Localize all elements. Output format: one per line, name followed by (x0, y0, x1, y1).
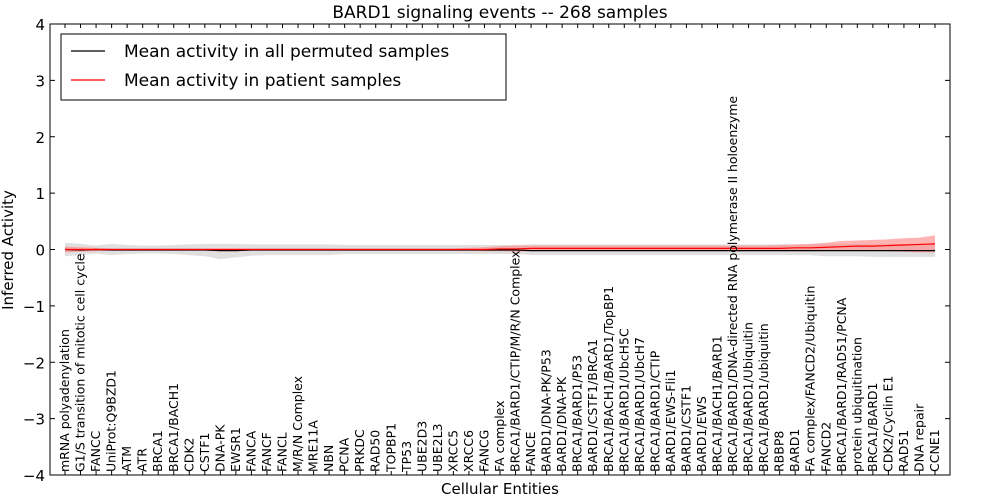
y-axis-label: Inferred Activity (0, 190, 17, 310)
x-tick-label: BARD1/EWS (694, 396, 709, 472)
x-tick-label: BARD1/EWS-Fli1 (663, 370, 678, 472)
x-tick-label: TP53 (399, 441, 414, 473)
x-tick-label: DNA repair (911, 403, 926, 472)
y-tick-label: 2 (35, 129, 45, 147)
x-tick-label: protein ubiquitination (849, 337, 864, 472)
y-tick-label: −4 (23, 467, 45, 485)
x-tick-label: BRCA1/BARD1/UbcH7 (632, 337, 647, 472)
x-tick-label: G1/S transition of mitotic cell cycle (73, 253, 88, 472)
chart-title: BARD1 signaling events -- 268 samples (332, 3, 667, 23)
x-tick-label: BRCA1/BARD1/Ubiquitin (741, 322, 756, 472)
x-tick-label: BARD1/DNA-PK (554, 376, 569, 472)
y-tick-label: −2 (23, 354, 45, 372)
x-tick-label: XRCC5 (445, 430, 460, 472)
x-tick-label: BRCA1/BARD1/ubiquitin (756, 323, 771, 472)
y-tick-label: 4 (35, 16, 45, 34)
x-tick-label: BRCA1/BACH1/BARD1 (710, 335, 725, 472)
x-tick-label: UBE2D3 (414, 421, 429, 472)
x-tick-label: BRCA1/BARD1/CTIP (647, 350, 662, 472)
x-tick-label: FANCC (88, 430, 103, 472)
x-tick-label: MRE11A (306, 420, 321, 472)
x-tick-label: BARD1 (787, 429, 802, 472)
x-tick-label: CSTF1 (197, 433, 212, 472)
x-tick-label: ATR (135, 448, 150, 472)
x-tick-label: PRKDC (352, 429, 367, 472)
x-tick-label: FANCL (275, 432, 290, 472)
legend-label-patient: Mean activity in patient samples (124, 71, 401, 91)
x-tick-label: M/R/N Complex (290, 376, 305, 472)
x-tick-label: UBE2L3 (430, 424, 445, 473)
x-tick-label: FA complex (492, 400, 507, 472)
y-tick-label: 0 (35, 242, 45, 260)
y-tick-label: 1 (35, 185, 45, 203)
x-tick-label: BRCA1/BARD1 (865, 383, 880, 472)
legend-label-permuted: Mean activity in all permuted samples (124, 42, 449, 62)
x-tick-label: UniProt:Q9BZD1 (104, 370, 119, 472)
y-axis: −4 −3 −2 −1 0 1 2 3 4 (23, 16, 950, 485)
x-tick-label: FANCA (243, 430, 258, 472)
x-tick-label: BRCA1/BACH1 (166, 383, 181, 472)
x-tick-label: EWSR1 (228, 427, 243, 472)
y-tick-label: −3 (23, 411, 45, 429)
x-tick-label: BRCA1/BARD1/P53 (570, 355, 585, 472)
series-line-0 (64, 248, 935, 252)
x-tick-label: RAD51 (896, 430, 911, 472)
series-line-1 (65, 243, 936, 251)
x-tick-label: FANCD2 (818, 422, 833, 472)
x-tick-label: CDK2 (181, 437, 196, 472)
x-tick-label: RBBP8 (772, 431, 787, 472)
x-tick-label: TOPBP1 (383, 423, 398, 473)
x-tick-label: mRNA polyadenylation (57, 329, 72, 472)
x-tick-label: BRCA1/BARD1/RAD51/PCNA (834, 297, 849, 472)
x-axis: mRNA polyadenylation G1/S transition of m… (57, 24, 942, 475)
x-tick-label: BARD1/DNA-PK/P53 (539, 349, 554, 472)
x-tick-label: PCNA (337, 437, 352, 472)
x-tick-label: NBN (321, 445, 336, 472)
x-tick-label: XRCC6 (461, 430, 476, 472)
x-tick-label: FA complex/FANCD2/Ubiquitin (803, 286, 818, 472)
x-tick-label: BARD1/CSTF1/BRCA1 (585, 339, 600, 472)
x-tick-label: RAD50 (368, 430, 383, 472)
x-tick-label: BRCA1/BARD1/UbcH5C (616, 328, 631, 472)
legend: Mean activity in all permuted samples Me… (60, 33, 507, 101)
x-axis-label: Cellular Entities (441, 480, 559, 498)
y-tick-label: −1 (23, 298, 45, 316)
x-tick-label: ATM (119, 446, 134, 472)
x-tick-label: BRCA1/BARD1/CTIP/M/R/N Complex (508, 250, 523, 472)
x-tick-label: FANCG (476, 430, 491, 472)
x-tick-label: BARD1/CSTF1 (678, 385, 693, 472)
x-tick-label: FANCE (523, 431, 538, 472)
x-tick-label: CCNE1 (927, 429, 942, 472)
x-tick-label: FANCF (259, 432, 274, 472)
x-tick-label: BRCA1/BARD1/DNA-directed RNA polymerase … (725, 96, 740, 472)
x-tick-label: DNA-PK (212, 424, 227, 472)
x-tick-label: BRCA1/BACH1/BARD1/TopBP1 (601, 286, 616, 472)
x-tick-label: CDK2/Cyclin E1 (880, 376, 895, 472)
legend-box (60, 33, 507, 101)
x-tick-label: BRCA1 (150, 430, 165, 472)
y-tick-label: 3 (35, 72, 45, 90)
